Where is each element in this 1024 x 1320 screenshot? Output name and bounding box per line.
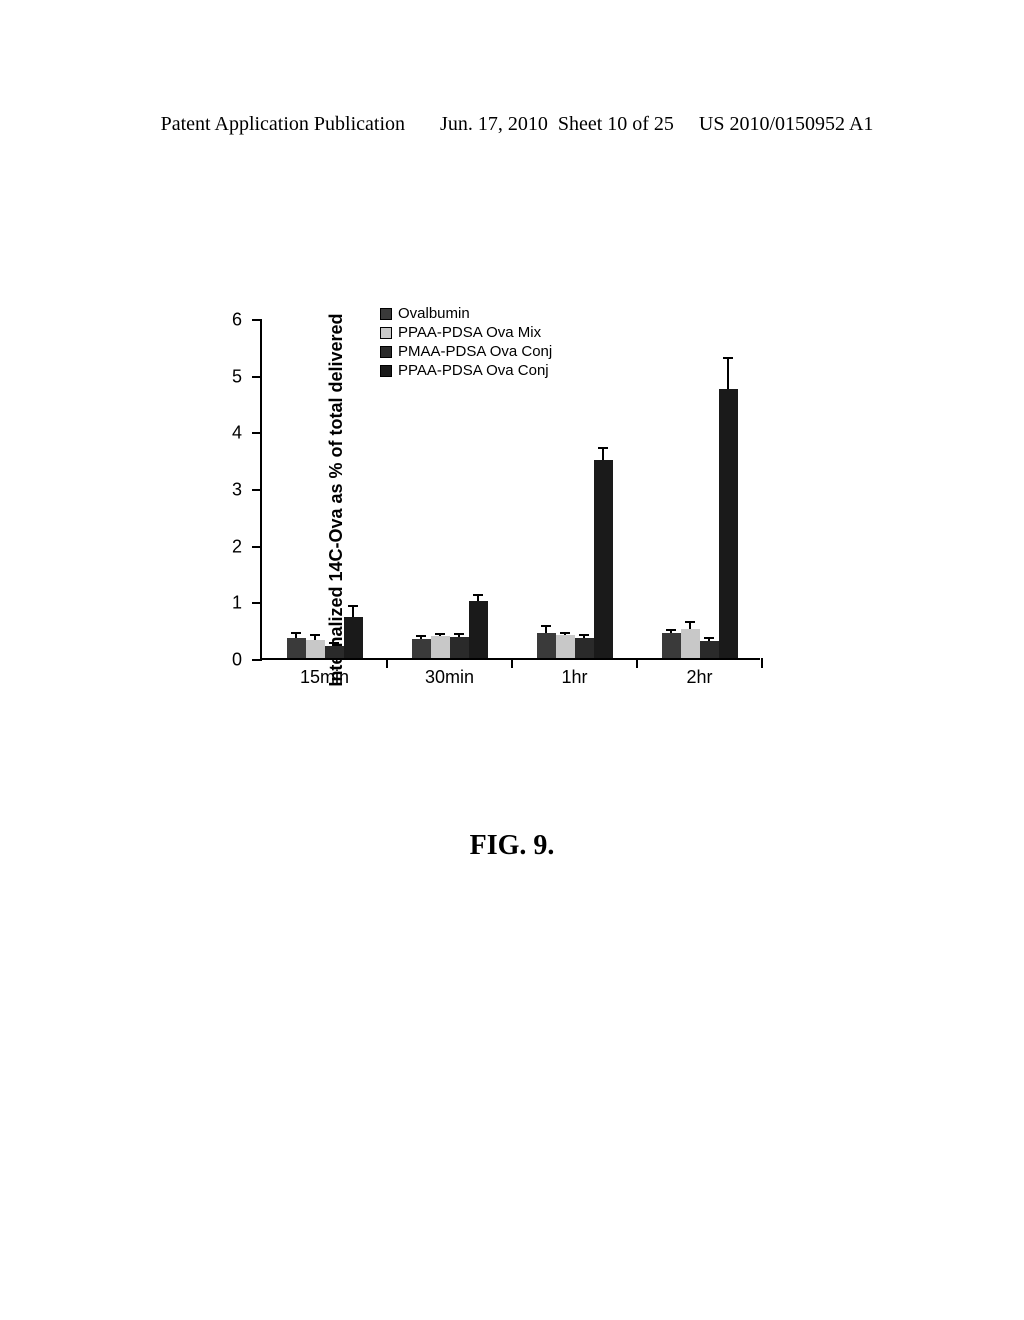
x-tick-label: 2hr [686, 667, 712, 688]
y-tick-label: 0 [232, 650, 242, 671]
bar [431, 636, 450, 658]
legend-item: PPAA-PDSA Ova Mix [380, 324, 552, 341]
error-cap [666, 629, 676, 631]
y-tick-label: 3 [232, 480, 242, 501]
error-bar [689, 622, 691, 629]
error-bar [727, 358, 729, 389]
bar [469, 601, 488, 658]
bar [537, 633, 556, 659]
error-cap [416, 635, 426, 637]
legend-item: Ovalbumin [380, 305, 552, 322]
bar [344, 617, 363, 658]
legend-swatch [380, 327, 392, 339]
page-header: Patent Application Publication Jun. 17, … [0, 90, 1024, 136]
y-tick-label: 5 [232, 366, 242, 387]
legend-label: PMAA-PDSA Ova Conj [398, 343, 552, 360]
y-tick [252, 489, 262, 491]
error-bar [477, 595, 479, 602]
x-tick [511, 658, 513, 668]
error-cap [435, 633, 445, 635]
legend-label: Ovalbumin [398, 305, 470, 322]
x-tick [636, 658, 638, 668]
bar [287, 638, 306, 658]
header-right: US 2010/0150952 A1 [699, 113, 873, 135]
bar [700, 641, 719, 658]
error-cap [348, 605, 358, 607]
error-cap [579, 634, 589, 636]
legend-item: PPAA-PDSA Ova Conj [380, 362, 552, 379]
legend-swatch [380, 308, 392, 320]
error-cap [310, 634, 320, 636]
error-cap [329, 642, 339, 644]
header-left: Patent Application Publication [161, 113, 405, 135]
error-cap [473, 594, 483, 596]
header-center: Jun. 17, 2010 Sheet 10 of 25 [440, 113, 674, 135]
error-bar [602, 448, 604, 459]
bar [325, 646, 344, 658]
x-tick [761, 658, 763, 668]
y-tick-label: 2 [232, 536, 242, 557]
error-cap [598, 447, 608, 449]
error-cap [685, 621, 695, 623]
bar [681, 629, 700, 658]
x-tick-label: 15min [300, 667, 349, 688]
error-cap [454, 633, 464, 635]
bar [662, 633, 681, 659]
legend-swatch [380, 346, 392, 358]
error-cap [560, 632, 570, 634]
error-cap [723, 357, 733, 359]
y-tick [252, 376, 262, 378]
bar [556, 635, 575, 658]
figure-label: FIG. 9. [0, 830, 1024, 862]
error-cap [541, 625, 551, 627]
x-tick-label: 1hr [561, 667, 587, 688]
y-tick-label: 1 [232, 593, 242, 614]
bar [719, 389, 738, 658]
y-tick [252, 546, 262, 548]
x-tick-label: 30min [425, 667, 474, 688]
legend-item: PMAA-PDSA Ova Conj [380, 343, 552, 360]
legend-label: PPAA-PDSA Ova Mix [398, 324, 541, 341]
bar [412, 639, 431, 658]
y-tick-label: 4 [232, 423, 242, 444]
bar [575, 638, 594, 658]
bar [306, 640, 325, 658]
error-bar [545, 626, 547, 633]
bar [594, 460, 613, 658]
legend-label: PPAA-PDSA Ova Conj [398, 362, 549, 379]
y-tick-label: 6 [232, 310, 242, 331]
error-cap [291, 632, 301, 634]
legend-swatch [380, 365, 392, 377]
chart-legend: Ovalbumin PPAA-PDSA Ova Mix PMAA-PDSA Ova … [380, 305, 552, 381]
y-tick [252, 602, 262, 604]
y-tick [252, 319, 262, 321]
bar-chart: Internalized 14C-Ova as % of total deliv… [200, 300, 780, 700]
x-tick [386, 658, 388, 668]
bar [450, 637, 469, 658]
error-cap [704, 637, 714, 639]
y-tick [252, 432, 262, 434]
error-bar [352, 606, 354, 617]
y-tick [252, 659, 262, 661]
